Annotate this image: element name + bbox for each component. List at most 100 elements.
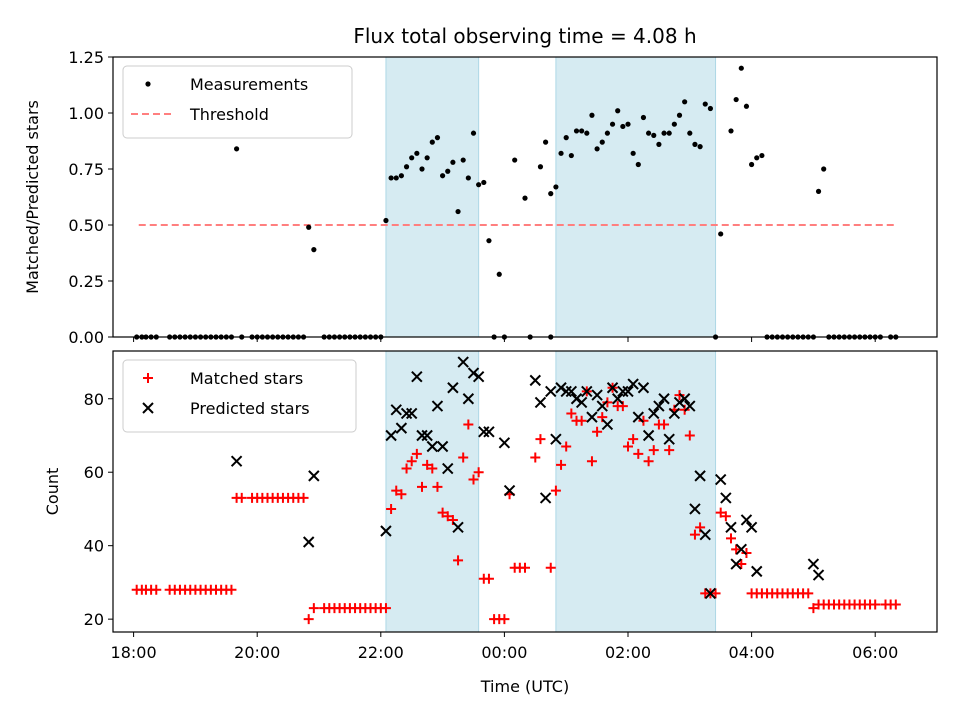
measurement-point [687, 130, 693, 136]
measurement-point [620, 123, 626, 130]
predicted-star-point [632, 411, 645, 423]
measurement-point [465, 175, 471, 181]
measurement-point [393, 175, 399, 181]
measurement-point [743, 103, 750, 109]
matched-star-point [411, 448, 422, 459]
predicted-star-point [730, 558, 742, 570]
predicted-star-point [648, 407, 660, 420]
predicted-star-point [807, 558, 820, 570]
predicted-star-point [380, 525, 392, 537]
measurement-point [754, 155, 760, 161]
matched-star-point [396, 489, 407, 500]
y-tick-label: 0.00 [68, 328, 104, 347]
predicted-star-point [302, 536, 315, 548]
predicted-star-point [611, 393, 624, 405]
predicted-star-point [555, 382, 567, 394]
measurement-point [676, 112, 683, 118]
measurement-point [558, 150, 564, 156]
predicted-star-point [581, 385, 593, 398]
measurement-point [403, 164, 410, 170]
y-tick-label: 40 [84, 537, 104, 556]
measurement-point [496, 271, 502, 277]
bottom-panel-legend: Matched stars Predicted stars [122, 359, 357, 433]
predicted-star-point [472, 371, 485, 383]
measurement-point [609, 121, 616, 127]
matched-star-point [576, 415, 587, 426]
measurement-point [234, 146, 240, 152]
predicted-star-point [442, 462, 454, 475]
measurement-point [630, 150, 636, 156]
matched-star-point [736, 559, 747, 570]
legend-marker [142, 402, 154, 414]
matched-star-point [473, 467, 484, 478]
measurement-point [728, 128, 734, 134]
predicted-star-point [720, 492, 732, 504]
matched-star-point [808, 603, 819, 614]
predicted-star-point [478, 426, 490, 438]
matched-star-point [463, 419, 474, 430]
top-panel-legend: Measurements Threshold [122, 65, 353, 139]
predicted-star-point [673, 396, 686, 409]
predicted-star-point [668, 407, 681, 420]
measurement-point [553, 184, 559, 190]
predicted-star-point [704, 587, 717, 600]
measurement-point [759, 152, 765, 159]
matched-star-point [437, 507, 448, 518]
matched-star-point [586, 456, 597, 467]
x-axis-label: Time (UTC) [480, 677, 569, 696]
measurement-point [424, 155, 430, 161]
matched-star-point [380, 603, 391, 614]
matched-star-point [726, 533, 736, 544]
predicted-star-point [565, 385, 578, 398]
measurement-point [604, 130, 611, 136]
top-panel-title: Flux total observing time = 4.08 h [353, 24, 696, 48]
matched-star-point [499, 614, 510, 625]
predicted-star-point [431, 400, 444, 412]
measurement-point [306, 224, 312, 230]
top-panel-y-axis-label: Matched/Predicted stars [23, 100, 42, 294]
measurement-point [733, 96, 739, 103]
predicted-star-point [385, 429, 397, 442]
measurement-point [481, 179, 487, 186]
measurement-point [440, 173, 446, 179]
matched-star-point [741, 548, 752, 559]
measurement-point [388, 175, 394, 181]
measurement-point [434, 135, 441, 141]
measurement-point [749, 161, 755, 168]
measurement-point [625, 121, 631, 127]
measurement-point [599, 139, 605, 145]
matched-star-point [226, 584, 237, 595]
predicted-star-point [606, 382, 619, 394]
bottom-panel: 20 40 60 80 18:00 20:00 22:00 00:00 02:00 04:00 0… [43, 350, 938, 696]
measurement-point [671, 121, 677, 127]
predicted-star-point [416, 429, 428, 442]
predicted-star-point [637, 382, 650, 394]
predicted-star-point [534, 396, 547, 409]
matched-star-point [659, 419, 670, 430]
x-tick-label: 20:00 [234, 643, 280, 662]
matched-star-point [720, 511, 731, 522]
predicted-star-point [812, 569, 825, 581]
matched-star-point [623, 441, 633, 452]
measurement-point [548, 191, 554, 197]
x-tick-label: 22:00 [358, 643, 404, 662]
matched-star-point [633, 448, 644, 459]
predicted-star-point [751, 565, 763, 578]
measurement-point [512, 157, 518, 163]
matched-star-point [303, 614, 314, 625]
predicted-star-point [457, 356, 469, 368]
legend-label: Matched stars [190, 369, 303, 388]
measurement-point [445, 168, 451, 174]
y-tick-label: 20 [84, 610, 104, 629]
predicted-star-point [529, 374, 542, 387]
top-panel-frame [112, 56, 938, 338]
predicted-star-point [426, 440, 439, 453]
measurement-point [429, 139, 435, 145]
predicted-star-point [462, 393, 475, 405]
predicted-star-point [395, 422, 408, 434]
x-tick-label: 18:00 [111, 643, 157, 662]
matched-star-point [530, 452, 541, 463]
bottom-panel-y-axis-label: Count [43, 468, 62, 516]
measurement-point [666, 130, 672, 136]
matched-star-point [520, 562, 530, 573]
